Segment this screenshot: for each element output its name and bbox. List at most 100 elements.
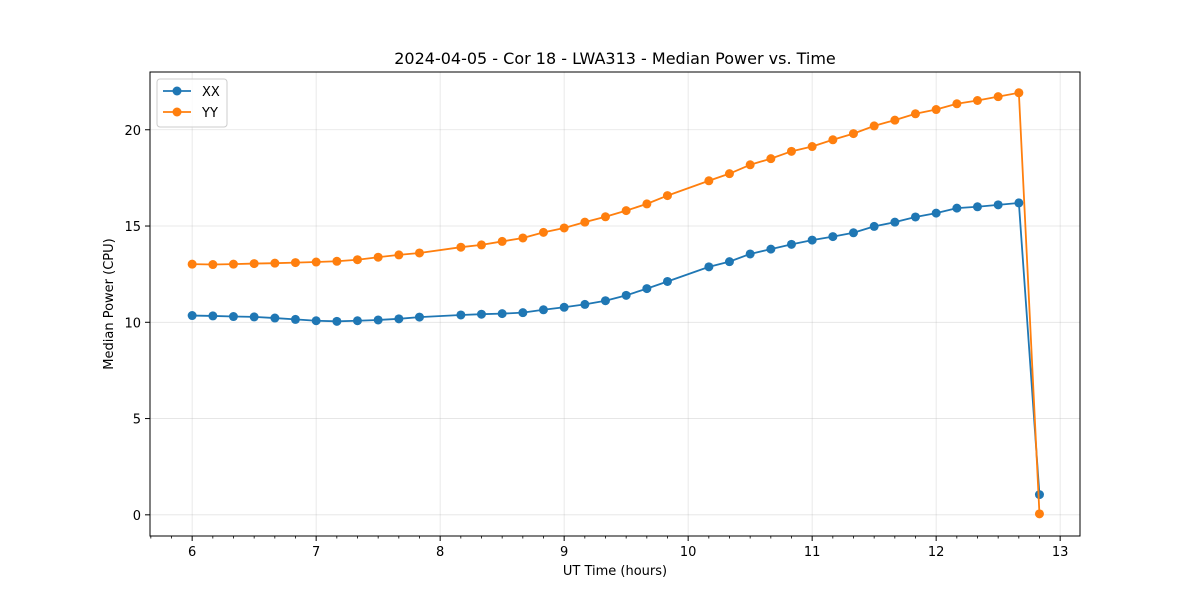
data-point-yy <box>766 154 776 164</box>
data-point-yy <box>311 257 321 267</box>
data-point-xx <box>476 309 486 319</box>
y-tick-label: 20 <box>124 124 141 139</box>
data-point-yy <box>724 169 734 179</box>
data-point-yy <box>848 129 858 139</box>
data-point-yy <box>187 259 197 269</box>
y-tick-label: 0 <box>133 509 141 524</box>
data-point-xx <box>910 212 920 222</box>
chart-title: 2024-04-05 - Cor 18 - LWA313 - Median Po… <box>394 49 836 68</box>
data-point-xx <box>1014 198 1024 208</box>
data-point-yy <box>518 233 528 243</box>
data-point-yy <box>662 191 672 201</box>
data-point-xx <box>352 316 362 326</box>
data-point-xx <box>580 299 590 309</box>
data-point-xx <box>456 310 466 320</box>
data-point-yy <box>394 250 404 260</box>
data-point-yy <box>373 252 383 262</box>
data-point-xx <box>414 312 424 322</box>
data-point-xx <box>745 249 755 259</box>
tick-layer: 6 7 8 9 10 11 12 13 0 5 10 15 20 <box>124 124 1068 560</box>
data-point-yy <box>786 146 796 156</box>
data-point-xx <box>332 316 342 326</box>
x-tick-label: 10 <box>680 545 697 560</box>
data-point-xx <box>766 244 776 254</box>
y-tick-label: 15 <box>124 220 141 235</box>
data-point-xx <box>373 315 383 325</box>
grid-layer <box>150 72 1080 536</box>
data-point-yy <box>910 109 920 119</box>
data-point-xx <box>600 296 610 306</box>
x-tick-label: 13 <box>1052 545 1069 560</box>
series-layer <box>187 88 1044 519</box>
data-point-yy <box>993 92 1003 102</box>
data-point-yy <box>931 105 941 115</box>
data-point-yy <box>952 99 962 109</box>
x-tick-label: 8 <box>436 545 444 560</box>
data-point-yy <box>642 199 652 209</box>
x-tick-label: 11 <box>804 545 821 560</box>
data-point-xx <box>290 314 300 324</box>
data-point-xx <box>993 200 1003 210</box>
data-point-yy <box>869 121 879 131</box>
data-point-yy <box>972 95 982 105</box>
y-tick-label: 10 <box>124 316 141 331</box>
data-point-xx <box>208 311 218 321</box>
data-point-xx <box>724 257 734 267</box>
data-point-yy <box>228 259 238 269</box>
x-tick-label: 6 <box>188 545 196 560</box>
data-point-xx <box>848 228 858 238</box>
data-point-xx <box>828 232 838 242</box>
series-xx <box>187 198 1044 500</box>
data-point-yy <box>290 258 300 268</box>
data-point-yy <box>621 206 631 216</box>
data-point-yy <box>332 256 342 266</box>
data-point-xx <box>228 312 238 322</box>
x-axis-label: UT Time (hours) <box>563 564 667 579</box>
legend-marker-xx <box>172 86 182 96</box>
data-point-yy <box>208 260 218 270</box>
x-tick-label: 9 <box>560 545 568 560</box>
data-point-xx <box>394 314 404 324</box>
data-point-yy <box>270 258 280 268</box>
data-point-xx <box>311 316 321 326</box>
legend-label-xx: XX <box>202 85 220 100</box>
data-point-yy <box>476 240 486 250</box>
series-yy <box>187 88 1044 519</box>
legend-marker-yy <box>172 107 182 117</box>
data-point-xx <box>662 276 672 286</box>
data-point-xx <box>559 302 569 312</box>
data-point-yy <box>1014 88 1024 98</box>
data-point-xx <box>497 309 507 319</box>
data-point-xx <box>187 311 197 321</box>
data-point-xx <box>786 239 796 249</box>
data-point-xx <box>642 284 652 294</box>
data-point-yy <box>538 227 548 237</box>
data-point-yy <box>1034 509 1044 519</box>
data-point-xx <box>518 308 528 318</box>
series-line-yy <box>192 91 1041 514</box>
data-point-yy <box>249 259 259 269</box>
data-point-yy <box>497 236 507 246</box>
data-point-xx <box>270 313 280 323</box>
legend: XX YY <box>156 78 228 128</box>
data-point-xx <box>538 305 548 315</box>
data-point-xx <box>931 208 941 218</box>
data-point-xx <box>952 203 962 213</box>
data-point-yy <box>704 176 714 186</box>
data-point-xx <box>621 290 631 300</box>
data-point-yy <box>890 115 900 125</box>
data-point-xx <box>1034 490 1044 500</box>
data-point-yy <box>352 255 362 265</box>
y-axis-label: Median Power (CPU) <box>102 238 117 369</box>
data-point-xx <box>807 235 817 245</box>
data-point-yy <box>559 223 569 233</box>
data-point-yy <box>745 160 755 170</box>
data-point-yy <box>580 217 590 227</box>
data-point-yy <box>807 142 817 152</box>
data-point-yy <box>828 135 838 145</box>
data-point-xx <box>249 312 259 322</box>
data-point-xx <box>869 221 879 231</box>
data-point-xx <box>890 217 900 227</box>
data-point-yy <box>414 248 424 258</box>
